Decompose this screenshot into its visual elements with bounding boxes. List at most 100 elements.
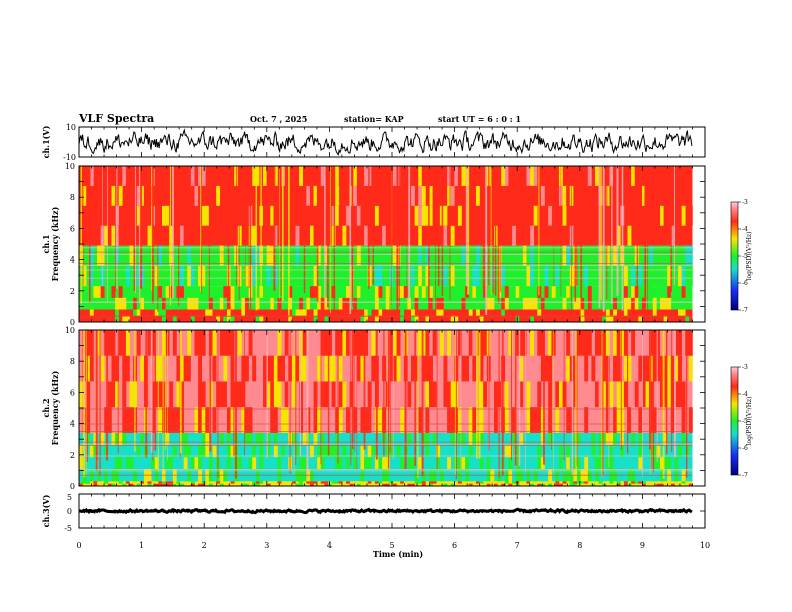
- spectrum-cell: [219, 457, 224, 470]
- spectrum-cell: [447, 245, 451, 266]
- spectrum-cell: [587, 166, 592, 186]
- spectrum-cell: [483, 286, 488, 298]
- spectrum-cell: [104, 205, 109, 226]
- spectrum-cell: [537, 309, 542, 316]
- spectrum-cell: [620, 309, 625, 316]
- spectrum-cell: [180, 309, 184, 316]
- spectrum-cell: [230, 185, 235, 206]
- spectrum-cell: [641, 481, 646, 484]
- spectrum-cell: [616, 355, 621, 382]
- spectrum-cell: [147, 481, 152, 484]
- spectrum-cell: [562, 205, 567, 226]
- spectrum-cell: [447, 330, 451, 356]
- spectrum-cell: [450, 445, 455, 458]
- spectrum-cell: [335, 433, 340, 446]
- spectrum-cell: [169, 433, 174, 446]
- spectrum-cell: [162, 286, 166, 298]
- spectrum-cell: [245, 315, 249, 322]
- spectrum-cell: [667, 265, 672, 287]
- spectrum-cell: [241, 355, 246, 382]
- spectrum-cell: [378, 225, 383, 246]
- spectrum-cell: [324, 315, 329, 322]
- spectrum-cell: [270, 445, 275, 458]
- spectrum-cell: [530, 297, 534, 310]
- spectrum-cell: [652, 481, 657, 484]
- spectrum-cell: [313, 381, 318, 408]
- spectrum-cell: [111, 481, 116, 484]
- spectrum-cell: [136, 245, 141, 266]
- freq-tick-label: 2: [70, 451, 75, 460]
- spectrum-cell: [678, 330, 682, 356]
- spectrum-cell: [573, 297, 578, 310]
- spectrum-cell: [667, 483, 672, 486]
- time-tick-label: 0: [76, 541, 81, 550]
- spectrum-cell: [201, 185, 206, 206]
- spectrum-cell: [504, 309, 509, 316]
- ch1-colorbar-gradient: [730, 201, 739, 311]
- spectrum-cell: [504, 245, 509, 266]
- spectrum-cell: [613, 433, 617, 446]
- spectrum-cell: [165, 297, 170, 310]
- spectrum-cell: [281, 457, 285, 470]
- spectrum-cell: [663, 166, 668, 186]
- spectrum-cell: [613, 265, 617, 287]
- spectrum-cell: [295, 265, 300, 287]
- spectrum-cell: [122, 297, 127, 310]
- spectrum-cell: [641, 483, 646, 486]
- spectrum-cell: [107, 445, 112, 458]
- spectrum-cell: [313, 433, 318, 446]
- spectrum-cell: [364, 433, 368, 446]
- time-tick-label: 6: [452, 541, 457, 550]
- spectrum-cell: [230, 330, 235, 356]
- spectrum-cell: [111, 245, 116, 266]
- spectrum-cell: [248, 407, 253, 433]
- spectrum-cell: [374, 225, 379, 246]
- spectrum-cell: [436, 433, 441, 446]
- spectrum-cell: [342, 381, 347, 408]
- spectrum-cell: [645, 381, 650, 408]
- spectrum-cell: [486, 483, 491, 486]
- spectrum-cell: [634, 481, 639, 484]
- spectrum-cell: [486, 457, 491, 470]
- spectrum-cell: [342, 315, 347, 322]
- spectrum-cell: [378, 483, 383, 486]
- spectrum-cell: [533, 166, 538, 186]
- spectrum-cell: [472, 381, 477, 408]
- spectrum-cell: [512, 407, 516, 433]
- spectrum-cell: [472, 185, 477, 206]
- spectrum-cell: [504, 315, 509, 322]
- spectrum-cell: [465, 355, 470, 382]
- spectrum-cell: [295, 225, 300, 246]
- spectrum-cell: [129, 205, 134, 226]
- spectrum-cell: [118, 433, 123, 446]
- spectrum-cell: [569, 483, 574, 486]
- ch1-waveform-ticks: [78, 127, 706, 157]
- spectrum-cell: [79, 457, 83, 470]
- time-tick-label: 7: [515, 541, 520, 550]
- spectrum-cell: [562, 185, 567, 206]
- spectrum-cell: [584, 297, 589, 310]
- spectrum-cell: [472, 433, 477, 446]
- ch2-colorbar-ticks: -3-4-5-6-7: [738, 364, 748, 479]
- spectrum-cell: [530, 225, 534, 246]
- spectrum-cell: [252, 225, 257, 246]
- spectrum-cell: [400, 166, 405, 186]
- spectrum-cell: [667, 286, 672, 298]
- spectrum-cell: [587, 309, 592, 316]
- spectrum-cell: [475, 433, 480, 446]
- spectrum-cell: [396, 330, 401, 356]
- spectrum-cell: [443, 309, 448, 316]
- spectrum-cell: [317, 330, 322, 356]
- spectrum-cell: [266, 381, 271, 408]
- spectrum-cell: [447, 407, 451, 433]
- spectrum-cell: [367, 407, 372, 433]
- spectrum-cell: [605, 315, 610, 322]
- spectrum-cell: [107, 309, 112, 316]
- spectrum-cell: [411, 355, 415, 382]
- spectrum-cell: [667, 355, 672, 382]
- spectrum-cell: [378, 481, 383, 484]
- spectrum-cell: [107, 225, 112, 246]
- spectrum-cell: [194, 225, 199, 246]
- spectrum-cell: [508, 225, 513, 246]
- spectrum-cell: [411, 265, 415, 287]
